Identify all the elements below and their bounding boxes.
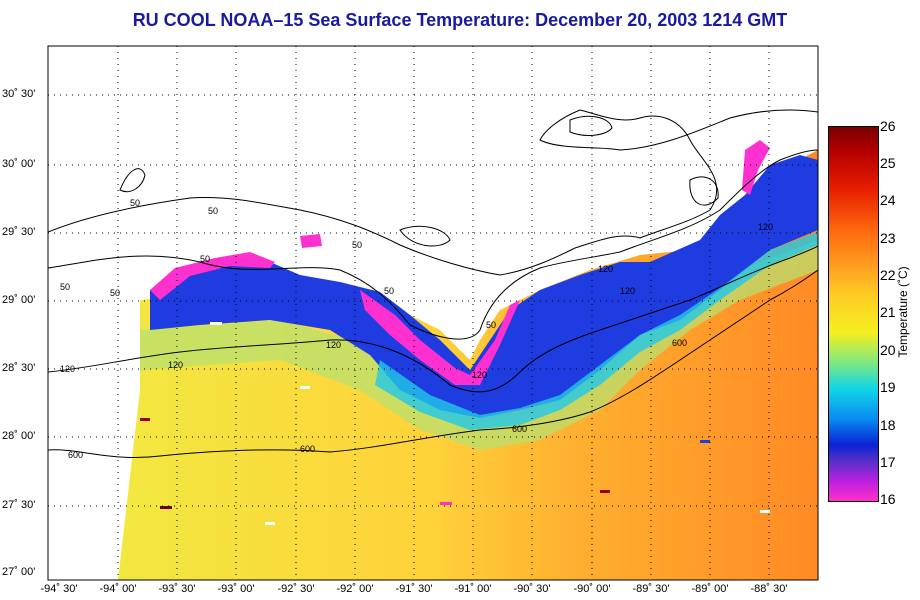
contour-label-120: 120: [472, 370, 487, 380]
contour-label-600: 600: [68, 450, 83, 460]
colorbar-tick: 23: [880, 230, 896, 246]
contour-label-120: 120: [620, 286, 635, 296]
coast-inlet: [119, 168, 146, 193]
coast-island: [399, 225, 451, 247]
contour-label-50: 50: [384, 286, 394, 296]
lon-label: -90˚ 30': [513, 583, 551, 595]
contour-label-50: 50: [352, 240, 362, 250]
map-title: RU COOL NOAA–15 Sea Surface Temperature:…: [132, 10, 788, 30]
contour-label-600: 600: [512, 424, 527, 434]
data-noise-pixel: [700, 440, 710, 443]
contour-label-120: 120: [60, 364, 75, 374]
contour-labels: 50 50 50 50 50 50 50 50 120 120 120 120 …: [60, 198, 773, 460]
colorbar-tick: 19: [880, 379, 896, 395]
lon-label: -91˚ 30': [395, 583, 433, 595]
data-noise-pixel: [140, 418, 150, 421]
contour-label-600: 600: [300, 444, 315, 454]
colorbar-title: Temperature (˚C): [896, 266, 910, 358]
coastal-coldest-water-3: [742, 140, 770, 195]
data-noise-pixel: [265, 522, 275, 525]
lon-label: -91˚ 00': [454, 583, 492, 595]
contour-label-120: 120: [758, 222, 773, 232]
data-noise-pixel: [600, 490, 610, 493]
lon-label: -88˚ 30': [750, 583, 788, 595]
lon-label: -92˚ 00': [336, 583, 374, 595]
lat-label: 28˚ 30': [2, 362, 36, 374]
coastal-coldest-water-4: [300, 234, 322, 248]
contour-label-120: 120: [326, 340, 341, 350]
lat-label: 27˚ 30': [2, 499, 36, 511]
contour-120m: [48, 245, 818, 393]
lon-label: -89˚ 00': [691, 583, 729, 595]
contour-label-50: 50: [486, 320, 496, 330]
data-noise-pixel: [760, 510, 770, 513]
contour-label-50: 50: [200, 254, 210, 264]
lon-label: -89˚ 30': [632, 583, 670, 595]
data-noise-pixel: [210, 322, 222, 325]
lat-label: 29˚ 30': [2, 226, 36, 238]
data-noise-pixel: [300, 386, 310, 389]
colorbar-tick: 24: [880, 192, 896, 208]
coastal-coldest-water: [150, 252, 275, 300]
contour-50m: [48, 149, 818, 340]
lat-label: 29˚ 00': [2, 294, 36, 306]
colorbar-tick: 25: [880, 155, 896, 171]
graticule-grid: [48, 46, 818, 580]
lon-label: -92˚ 30': [277, 583, 315, 595]
contour-label-50: 50: [110, 288, 120, 298]
coast-lake: [569, 115, 613, 136]
contour-label-50: 50: [130, 198, 140, 208]
lon-label: -94˚ 30': [40, 583, 78, 595]
lon-label: -90˚ 00': [573, 583, 611, 595]
map-frame: [47, 45, 819, 581]
lat-label: 30˚ 00': [2, 158, 36, 170]
lat-label: 28˚ 00': [2, 430, 36, 442]
gulf-warm-water: [118, 150, 818, 580]
coastline: [48, 109, 818, 276]
contour-label-50: 50: [60, 282, 70, 292]
contour-label-120: 120: [168, 360, 183, 370]
lon-label: -93˚ 00': [217, 583, 255, 595]
colorbar-tick: 18: [880, 417, 896, 433]
coast-bay: [689, 176, 719, 206]
colorbar-tick: 22: [880, 267, 896, 283]
temperature-colorbar: [828, 126, 879, 502]
shelf-edge-water: [375, 232, 818, 430]
colorbar-tick: 20: [880, 342, 896, 358]
lon-label: -93˚ 30': [158, 583, 196, 595]
colorbar-tick: 16: [880, 491, 896, 507]
data-noise-pixel: [160, 506, 172, 509]
transition-water: [140, 240, 818, 450]
data-noise-pixel: [440, 502, 452, 505]
colorbar-tick: 26: [880, 118, 896, 134]
contour-label-600: 600: [672, 338, 687, 348]
colorbar-tick: 17: [880, 454, 896, 470]
lat-label: 30˚ 30': [2, 88, 36, 100]
coastal-coldest-water-2: [360, 290, 520, 385]
colorbar-tick: 21: [880, 304, 896, 320]
lat-label: 27˚ 00': [2, 566, 36, 578]
lon-label: -94˚ 00': [99, 583, 137, 595]
contour-label-50: 50: [208, 206, 218, 216]
contour-label-120: 120: [598, 264, 613, 274]
contour-600m: [48, 269, 818, 459]
